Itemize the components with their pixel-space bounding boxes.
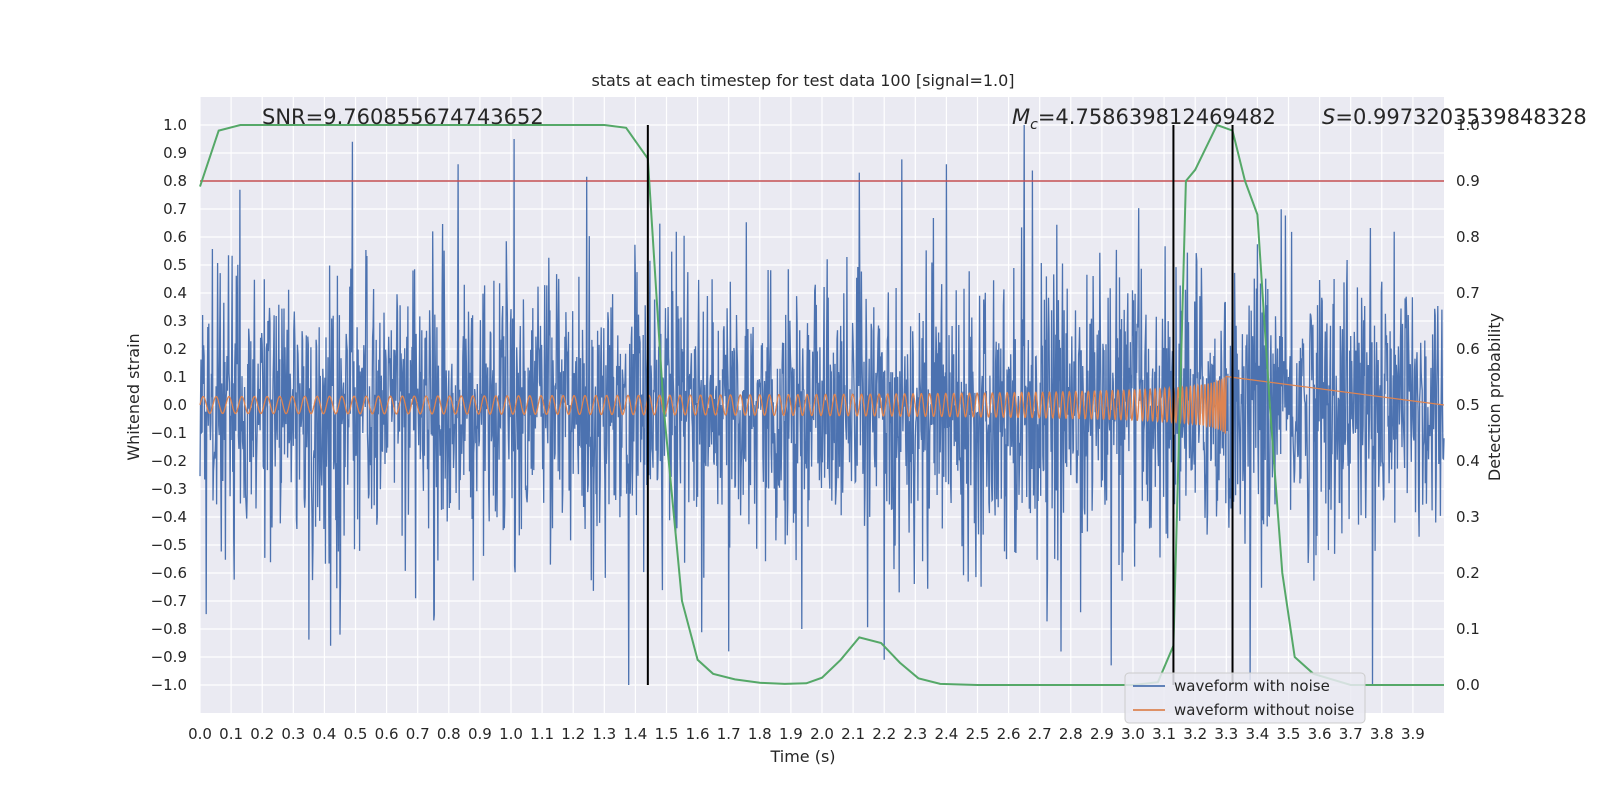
x-tick-label: 3.6: [1308, 725, 1332, 743]
y2-tick-label: 0.3: [1456, 508, 1480, 526]
chirp-mass-value: =4.758639812469482: [1038, 105, 1276, 129]
s-value: =0.9973203539848328: [1335, 105, 1586, 129]
x-tick-label: 2.8: [1059, 725, 1083, 743]
x-tick-label: 0.5: [344, 725, 368, 743]
y-tick-label: 0.1: [163, 368, 187, 386]
x-tick-label: 0.9: [468, 725, 492, 743]
y2-tick-labels: 1.0 0.9 0.8 0.7 0.6 0.5 0.4 0.3 0.2 0.1 0.0: [1456, 116, 1480, 694]
y-tick-label: −0.8: [151, 620, 187, 638]
x-tick-label: 3.1: [1152, 725, 1176, 743]
x-tick-label: 1.8: [748, 725, 772, 743]
x-tick-labels: 0.0 0.1 0.2 0.3 0.4 0.5 0.6 0.7 0.8 0.9 1.0 1.1 1.2 1…: [188, 725, 1425, 743]
vertical-lines: [646, 125, 1234, 685]
legend-box: [1124, 672, 1366, 724]
y-tick-label: −0.5: [151, 536, 187, 554]
x-tick-label: 1.9: [779, 725, 803, 743]
legend-label-noise: waveform with noise: [1174, 677, 1330, 695]
x-tick-label: 2.9: [1090, 725, 1114, 743]
y-tick-label: 0.4: [163, 284, 187, 302]
y-tick-label: 1.0: [163, 116, 187, 134]
y-tick-label: 0.7: [163, 200, 187, 218]
x-tick-label: 3.5: [1277, 725, 1301, 743]
x-tick-label: 2.7: [1028, 725, 1052, 743]
x-tick-label: 2.3: [903, 725, 927, 743]
x-tick-label: 0.8: [437, 725, 461, 743]
y2-tick-label: 0.1: [1456, 620, 1480, 638]
x-tick-label: 0.1: [219, 725, 243, 743]
x-tick-label: 1.7: [717, 725, 741, 743]
x-tick-label: 3.2: [1183, 725, 1207, 743]
x-tick-label: 2.2: [872, 725, 896, 743]
y2-tick-label: 0.8: [1456, 228, 1480, 246]
x-tick-label: 1.2: [561, 725, 585, 743]
s-annotation: S=0.9973203539848328: [1322, 105, 1587, 129]
y-tick-label: −0.2: [151, 452, 187, 470]
x-tick-label: 2.0: [810, 725, 834, 743]
y-tick-label: −0.6: [151, 564, 187, 582]
x-tick-label: 1.6: [686, 725, 710, 743]
x-tick-label: 0.3: [281, 725, 305, 743]
legend: waveform with noise waveform without noi…: [1124, 672, 1366, 724]
y-tick-label: −0.1: [151, 424, 187, 442]
probability-trace: [199, 123, 1444, 686]
y-axis-label: Whitened strain: [124, 333, 143, 460]
y-tick-label: 0.8: [163, 172, 187, 190]
x-tick-label: 1.3: [592, 725, 616, 743]
y2-tick-label: 1.0: [1456, 116, 1480, 134]
series-waveform-without-noise: [199, 375, 1445, 434]
y-tick-label: 0.2: [163, 340, 187, 358]
x-tick-label: 1.1: [530, 725, 554, 743]
y-tick-label: −0.7: [151, 592, 187, 610]
clean-trace: [199, 375, 1445, 434]
x-tick-label: 2.6: [997, 725, 1021, 743]
y-tick-label: 0.5: [163, 256, 187, 274]
y-tick-label: −0.9: [151, 648, 187, 666]
s-symbol: S: [1322, 105, 1335, 129]
x-tick-label: 2.5: [966, 725, 990, 743]
x-tick-label: 3.9: [1401, 725, 1425, 743]
y-tick-labels: 1.0 0.9 0.8 0.7 0.6 0.5 0.4 0.3 0.2 0.1 0.0 −0.1 −0.…: [151, 116, 187, 694]
y-tick-label: −0.4: [151, 508, 187, 526]
y2-tick-label: 0.6: [1456, 340, 1480, 358]
x-tick-label: 3.7: [1339, 725, 1363, 743]
x-tick-label: 2.4: [934, 725, 958, 743]
x-tick-label: 3.3: [1214, 725, 1238, 743]
x-tick-label: 1.5: [655, 725, 679, 743]
x-tick-label: 0.2: [250, 725, 274, 743]
chirp-mass-annotation: Mc=4.758639812469482: [1012, 105, 1276, 133]
x-tick-label: 3.0: [1121, 725, 1145, 743]
y-tick-label: 0.0: [163, 396, 187, 414]
series-detection-probability: [199, 123, 1444, 686]
x-axis-label: Time (s): [769, 747, 835, 766]
x-tick-label: 3.4: [1245, 725, 1269, 743]
y2-tick-label: 0.9: [1456, 172, 1480, 190]
x-tick-label: 1.0: [499, 725, 523, 743]
x-tick-label: 0.4: [312, 725, 336, 743]
x-tick-label: 0.0: [188, 725, 212, 743]
chart-title: stats at each timestep for test data 100…: [591, 71, 1014, 90]
y2-tick-label: 0.4: [1456, 452, 1480, 470]
y-tick-label: 0.9: [163, 144, 187, 162]
y-tick-label: 0.3: [163, 312, 187, 330]
x-tick-label: 0.6: [375, 725, 399, 743]
x-tick-label: 1.4: [623, 725, 647, 743]
y-tick-label: −0.3: [151, 480, 187, 498]
chirp-mass-symbol: M: [1012, 105, 1030, 129]
y2-tick-label: 0.2: [1456, 564, 1480, 582]
y-tick-label: 0.6: [163, 228, 187, 246]
y2-tick-label: 0.7: [1456, 284, 1480, 302]
x-tick-label: 3.8: [1370, 725, 1394, 743]
legend-label-clean: waveform without noise: [1174, 701, 1354, 719]
y-tick-label: −1.0: [151, 676, 187, 694]
y2-tick-label: 0.0: [1456, 676, 1480, 694]
x-tick-label: 0.7: [406, 725, 430, 743]
y2-tick-label: 0.5: [1456, 396, 1480, 414]
y2-axis-label: Detection probability: [1485, 313, 1504, 481]
snr-annotation: SNR=9.760855674743652: [262, 105, 544, 129]
chirp-mass-subscript: c: [1030, 117, 1038, 133]
x-tick-label: 2.1: [841, 725, 865, 743]
